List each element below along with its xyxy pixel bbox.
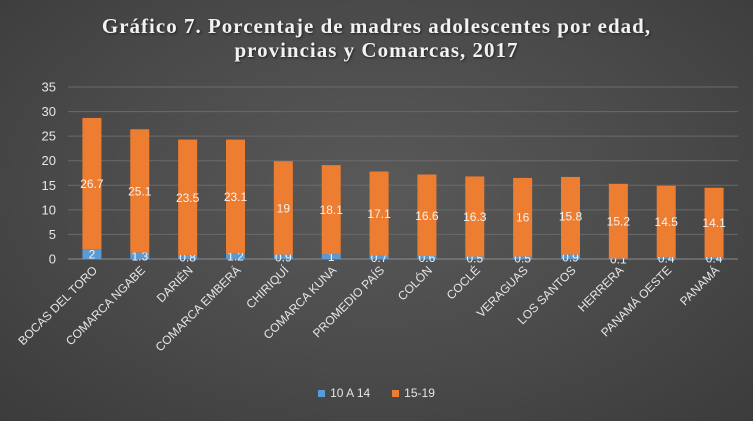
data-label: 15.8 [559,209,583,223]
data-label: 26.7 [80,177,104,191]
x-category-label: BOCAS DEL TORO [15,263,100,348]
x-category-label: HERRERA [575,263,626,314]
bar-age-10-14 [465,256,485,259]
bar-age-10-14 [273,254,293,259]
x-category-label: COLÓN [394,263,435,304]
data-label: 23.1 [224,190,248,204]
bar-age-15-19 [656,185,676,258]
x-category-label: COMARCA EMBERÁ [152,263,244,355]
bar-age-15-19 [321,165,341,255]
data-label: 23.5 [176,191,200,205]
bar-age-10-14 [369,255,389,259]
data-label: 14.1 [702,216,726,230]
chart-legend: 10 A 14 15-19 [0,386,753,400]
bar-age-15-19 [226,139,245,254]
y-tick-label: 35 [42,80,56,95]
bar-age-15-19 [130,129,150,253]
x-category-label: COMARCA NGABE [63,263,148,348]
bar-age-10-14 [561,254,580,259]
data-label: 19 [277,201,291,215]
chart-title-line-2: provincias y Comarcas, 2017 [234,38,519,62]
bar-age-15-19 [417,174,437,257]
chart-title: Gráfico 7. Porcentaje de madres adolesce… [0,14,753,62]
bar-age-15-19 [608,183,628,259]
bar-age-10-14 [417,256,437,259]
bar-age-15-19 [561,176,580,255]
bar-age-15-19 [178,139,198,256]
y-tick-label: 10 [42,202,56,217]
data-label: 16 [516,211,530,225]
data-label: 1 [328,250,335,264]
y-tick-label: 30 [42,104,56,119]
legend-swatch [318,389,326,397]
data-label: 18.1 [320,203,344,217]
legend-swatch [392,389,400,397]
bar-age-15-19 [369,171,389,256]
bar-age-15-19 [513,177,533,257]
legend-item: 10 A 14 [318,386,370,400]
data-label: 17.1 [367,207,391,221]
x-category-label: PANAMÁ [676,263,722,309]
bar-age-10-14 [513,256,533,259]
chart-title-line-1: Gráfico 7. Porcentaje de madres adolesce… [101,14,652,38]
bar-age-15-19 [465,176,485,257]
y-tick-label: 25 [42,129,56,144]
bar-age-15-19 [704,187,724,258]
bar-age-10-14 [130,252,150,259]
y-tick-label: 5 [49,227,56,242]
data-label: 25.1 [128,184,152,198]
x-category-label: COCLÉ [443,263,483,303]
x-category-label: DARIÉN [153,263,196,306]
bar-age-10-14 [321,254,341,259]
bar-age-10-14 [82,249,102,259]
data-label: 15.2 [607,215,631,229]
bar-age-10-14 [178,255,198,259]
x-category-label: CHIRIQUÍ [243,262,292,311]
bar-age-10-14 [226,253,245,259]
legend-label: 10 A 14 [330,386,371,400]
bar-age-15-19 [82,117,102,250]
legend-item: 15-19 [392,386,435,400]
data-label: 14.5 [655,215,679,229]
bar-age-10-14 [656,257,676,259]
legend-label: 15-19 [404,386,435,400]
bar-age-10-14 [704,257,724,259]
y-tick-label: 15 [42,178,56,193]
data-label: 16.3 [463,210,487,224]
data-label: 16.6 [415,209,439,223]
y-tick-label: 20 [42,153,56,168]
y-tick-label: 0 [49,252,56,267]
bar-age-15-19 [273,161,293,255]
data-label: 1.3 [131,249,148,263]
data-label: 2 [89,248,96,262]
